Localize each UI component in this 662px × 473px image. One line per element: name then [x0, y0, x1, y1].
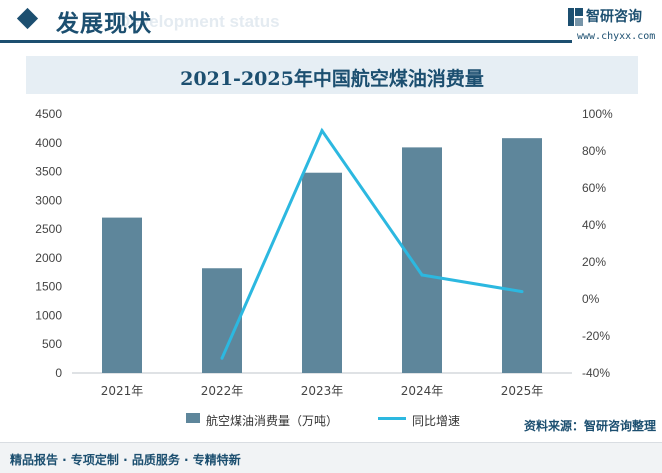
x-axis-tick-label: 2023年 [301, 384, 344, 398]
right-axis-tick-label: -40% [582, 366, 610, 380]
section-title: 发展现状 [56, 11, 152, 37]
bar-consumption [502, 138, 542, 373]
chart-title-bar: 2021-2025年中国航空煤油消费量 [26, 56, 638, 94]
left-axis-tick-label: 4500 [35, 107, 62, 121]
left-axis-tick-label: 1000 [35, 308, 62, 322]
right-axis-tick-label: -20% [582, 329, 610, 343]
x-axis-tick-label: 2021年 [101, 384, 144, 398]
legend-line-label: 同比增速 [412, 414, 461, 428]
bar-consumption [302, 172, 342, 373]
section-subtitle: Development status [118, 12, 280, 31]
left-axis-tick-label: 0 [55, 366, 62, 380]
x-axis-tick-label: 2025年 [501, 384, 544, 398]
brand-logo-icon [568, 8, 583, 26]
line-point-growth-rate [220, 356, 224, 360]
line-point-growth-rate [320, 129, 324, 133]
chart-title: 2021-2025年中国航空煤油消费量 [180, 68, 484, 90]
left-axis-tick-label: 4000 [35, 136, 62, 150]
line-growth-rate [220, 127, 523, 359]
right-axis-tick-label: 60% [582, 181, 606, 195]
left-axis-tick-label: 3500 [35, 165, 62, 179]
header-divider [0, 40, 572, 43]
left-axis-tick-label: 1500 [35, 280, 62, 294]
left-axis-tick-label: 3000 [35, 193, 62, 207]
right-axis-tick-label: 100% [582, 107, 613, 121]
line-point-growth-rate [520, 290, 524, 294]
bar-consumption [402, 147, 442, 373]
brand-url: www.chyxx.com [577, 31, 656, 42]
right-axis-tick-label: 20% [582, 255, 606, 269]
right-axis-tick-label: 0% [582, 292, 600, 306]
right-axis-tick-label: 80% [582, 144, 606, 158]
left-axis-tick-label: 2000 [35, 251, 62, 265]
section-header: Development status 发展现状 智研咨询 www.chyxx.c… [0, 0, 662, 44]
right-axis-tick-label: 40% [582, 218, 606, 232]
brand-name: 智研咨询 [586, 9, 642, 25]
legend-bar-swatch [186, 413, 200, 423]
left-axis-tick-label: 500 [42, 337, 62, 351]
line-point-growth-rate [420, 273, 424, 277]
left-axis-tick-label: 2500 [35, 222, 62, 236]
footer-bar: 精品报告 · 专项定制 · 品质服务 · 专精特新 资料来源：智研咨询整理 [0, 419, 662, 473]
legend-line-swatch [378, 417, 406, 420]
source-note: 资料来源：智研咨询整理 [523, 419, 656, 433]
x-axis-tick-label: 2024年 [401, 384, 444, 398]
footer-slogan: 精品报告 · 专项定制 · 品质服务 · 专精特新 [10, 453, 241, 467]
x-axis-tick-label: 2022年 [201, 384, 244, 398]
bar-consumption [102, 217, 142, 373]
legend-bar-label: 航空煤油消费量（万吨） [206, 414, 339, 428]
